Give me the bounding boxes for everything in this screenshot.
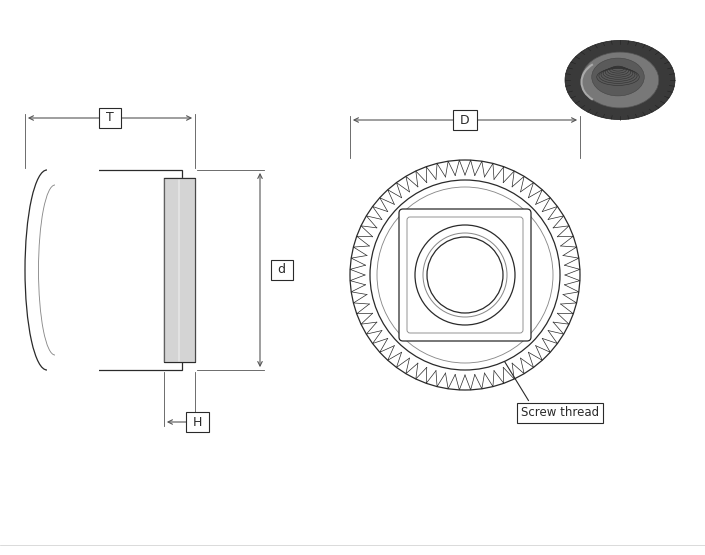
- Text: d: d: [274, 264, 290, 276]
- Circle shape: [370, 180, 560, 370]
- Bar: [55, 165, 99, 375]
- Text: T: T: [102, 112, 118, 124]
- Bar: [62, 170, 182, 370]
- Circle shape: [350, 160, 580, 390]
- Text: D: D: [456, 114, 474, 127]
- Text: H: H: [189, 416, 206, 428]
- Bar: [164, 178, 195, 362]
- Ellipse shape: [565, 41, 675, 119]
- Bar: [47, 165, 74, 375]
- Circle shape: [427, 237, 503, 313]
- Ellipse shape: [25, 170, 69, 370]
- Circle shape: [377, 187, 553, 363]
- FancyBboxPatch shape: [407, 217, 523, 333]
- Ellipse shape: [581, 52, 658, 108]
- Circle shape: [423, 233, 507, 317]
- FancyBboxPatch shape: [399, 209, 531, 341]
- Ellipse shape: [591, 58, 644, 96]
- Text: Screw thread: Screw thread: [521, 406, 599, 420]
- Circle shape: [415, 225, 515, 325]
